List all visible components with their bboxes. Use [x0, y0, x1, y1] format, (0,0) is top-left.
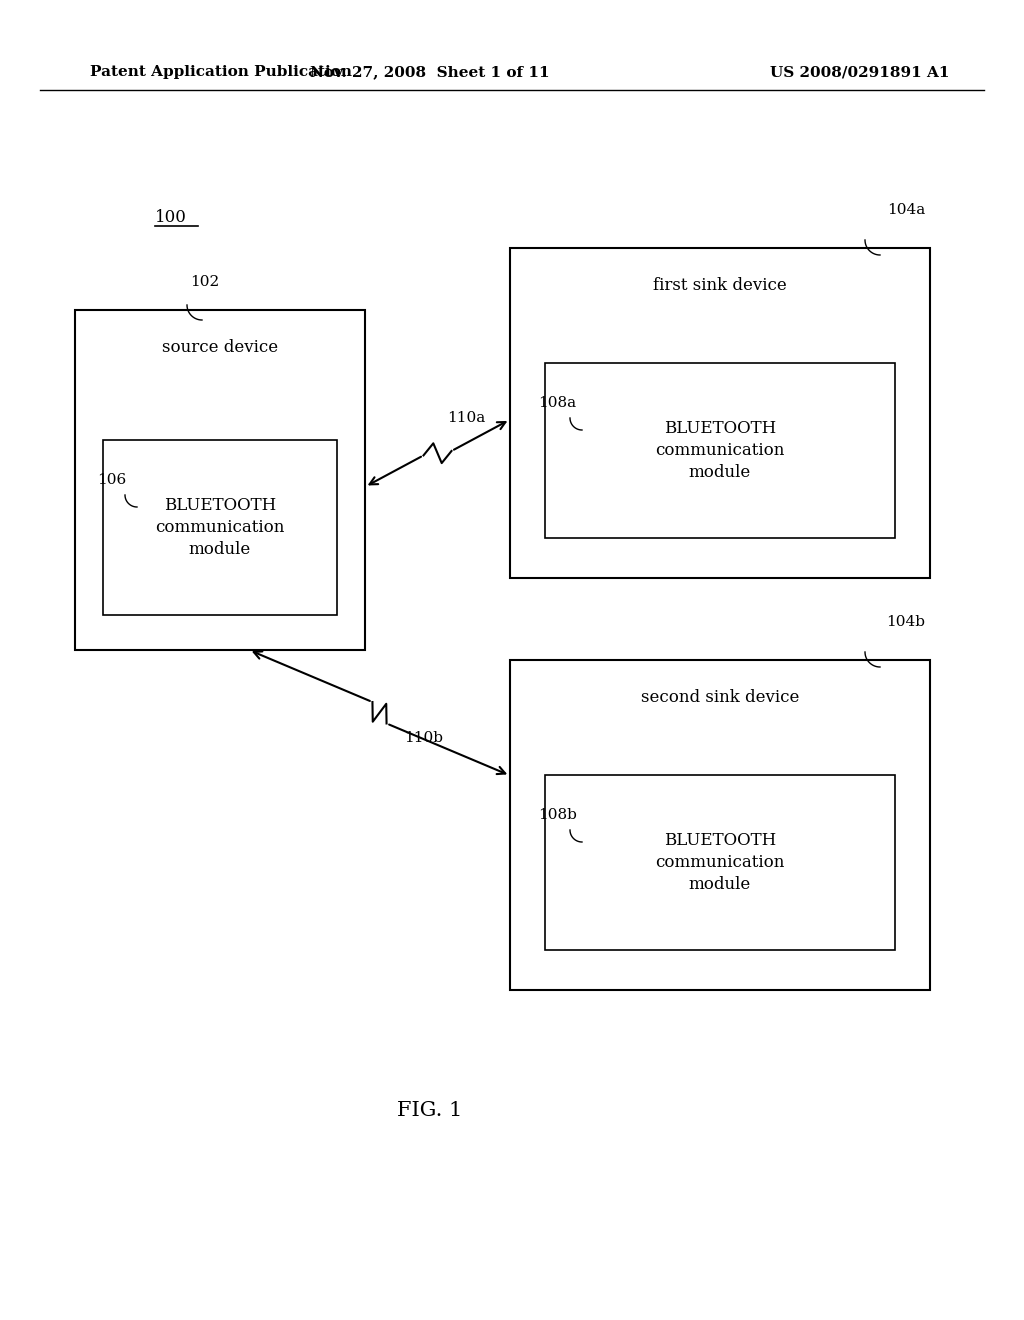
Text: BLUETOOTH
communication
module: BLUETOOTH communication module: [655, 832, 784, 894]
Text: Patent Application Publication: Patent Application Publication: [90, 65, 352, 79]
Text: FIG. 1: FIG. 1: [397, 1101, 463, 1119]
Bar: [545, 775, 895, 950]
Text: 104b: 104b: [886, 615, 925, 630]
Bar: [510, 660, 930, 990]
Text: 102: 102: [190, 275, 219, 289]
Text: US 2008/0291891 A1: US 2008/0291891 A1: [770, 65, 950, 79]
Bar: [545, 363, 895, 539]
Bar: [103, 440, 337, 615]
Text: second sink device: second sink device: [641, 689, 799, 706]
Text: BLUETOOTH
communication
module: BLUETOOTH communication module: [655, 420, 784, 482]
Text: first sink device: first sink device: [653, 277, 786, 294]
Text: 108a: 108a: [538, 396, 577, 411]
Bar: [510, 248, 930, 578]
Text: 106: 106: [97, 473, 126, 487]
Text: source device: source device: [162, 339, 279, 356]
Text: Nov. 27, 2008  Sheet 1 of 11: Nov. 27, 2008 Sheet 1 of 11: [310, 65, 550, 79]
Text: 110a: 110a: [447, 412, 485, 425]
Bar: [75, 310, 365, 649]
Text: 110b: 110b: [404, 731, 443, 744]
Text: 100: 100: [155, 210, 186, 227]
Text: BLUETOOTH
communication
module: BLUETOOTH communication module: [156, 496, 285, 558]
Text: 108b: 108b: [538, 808, 577, 822]
Text: 104a: 104a: [887, 203, 925, 216]
